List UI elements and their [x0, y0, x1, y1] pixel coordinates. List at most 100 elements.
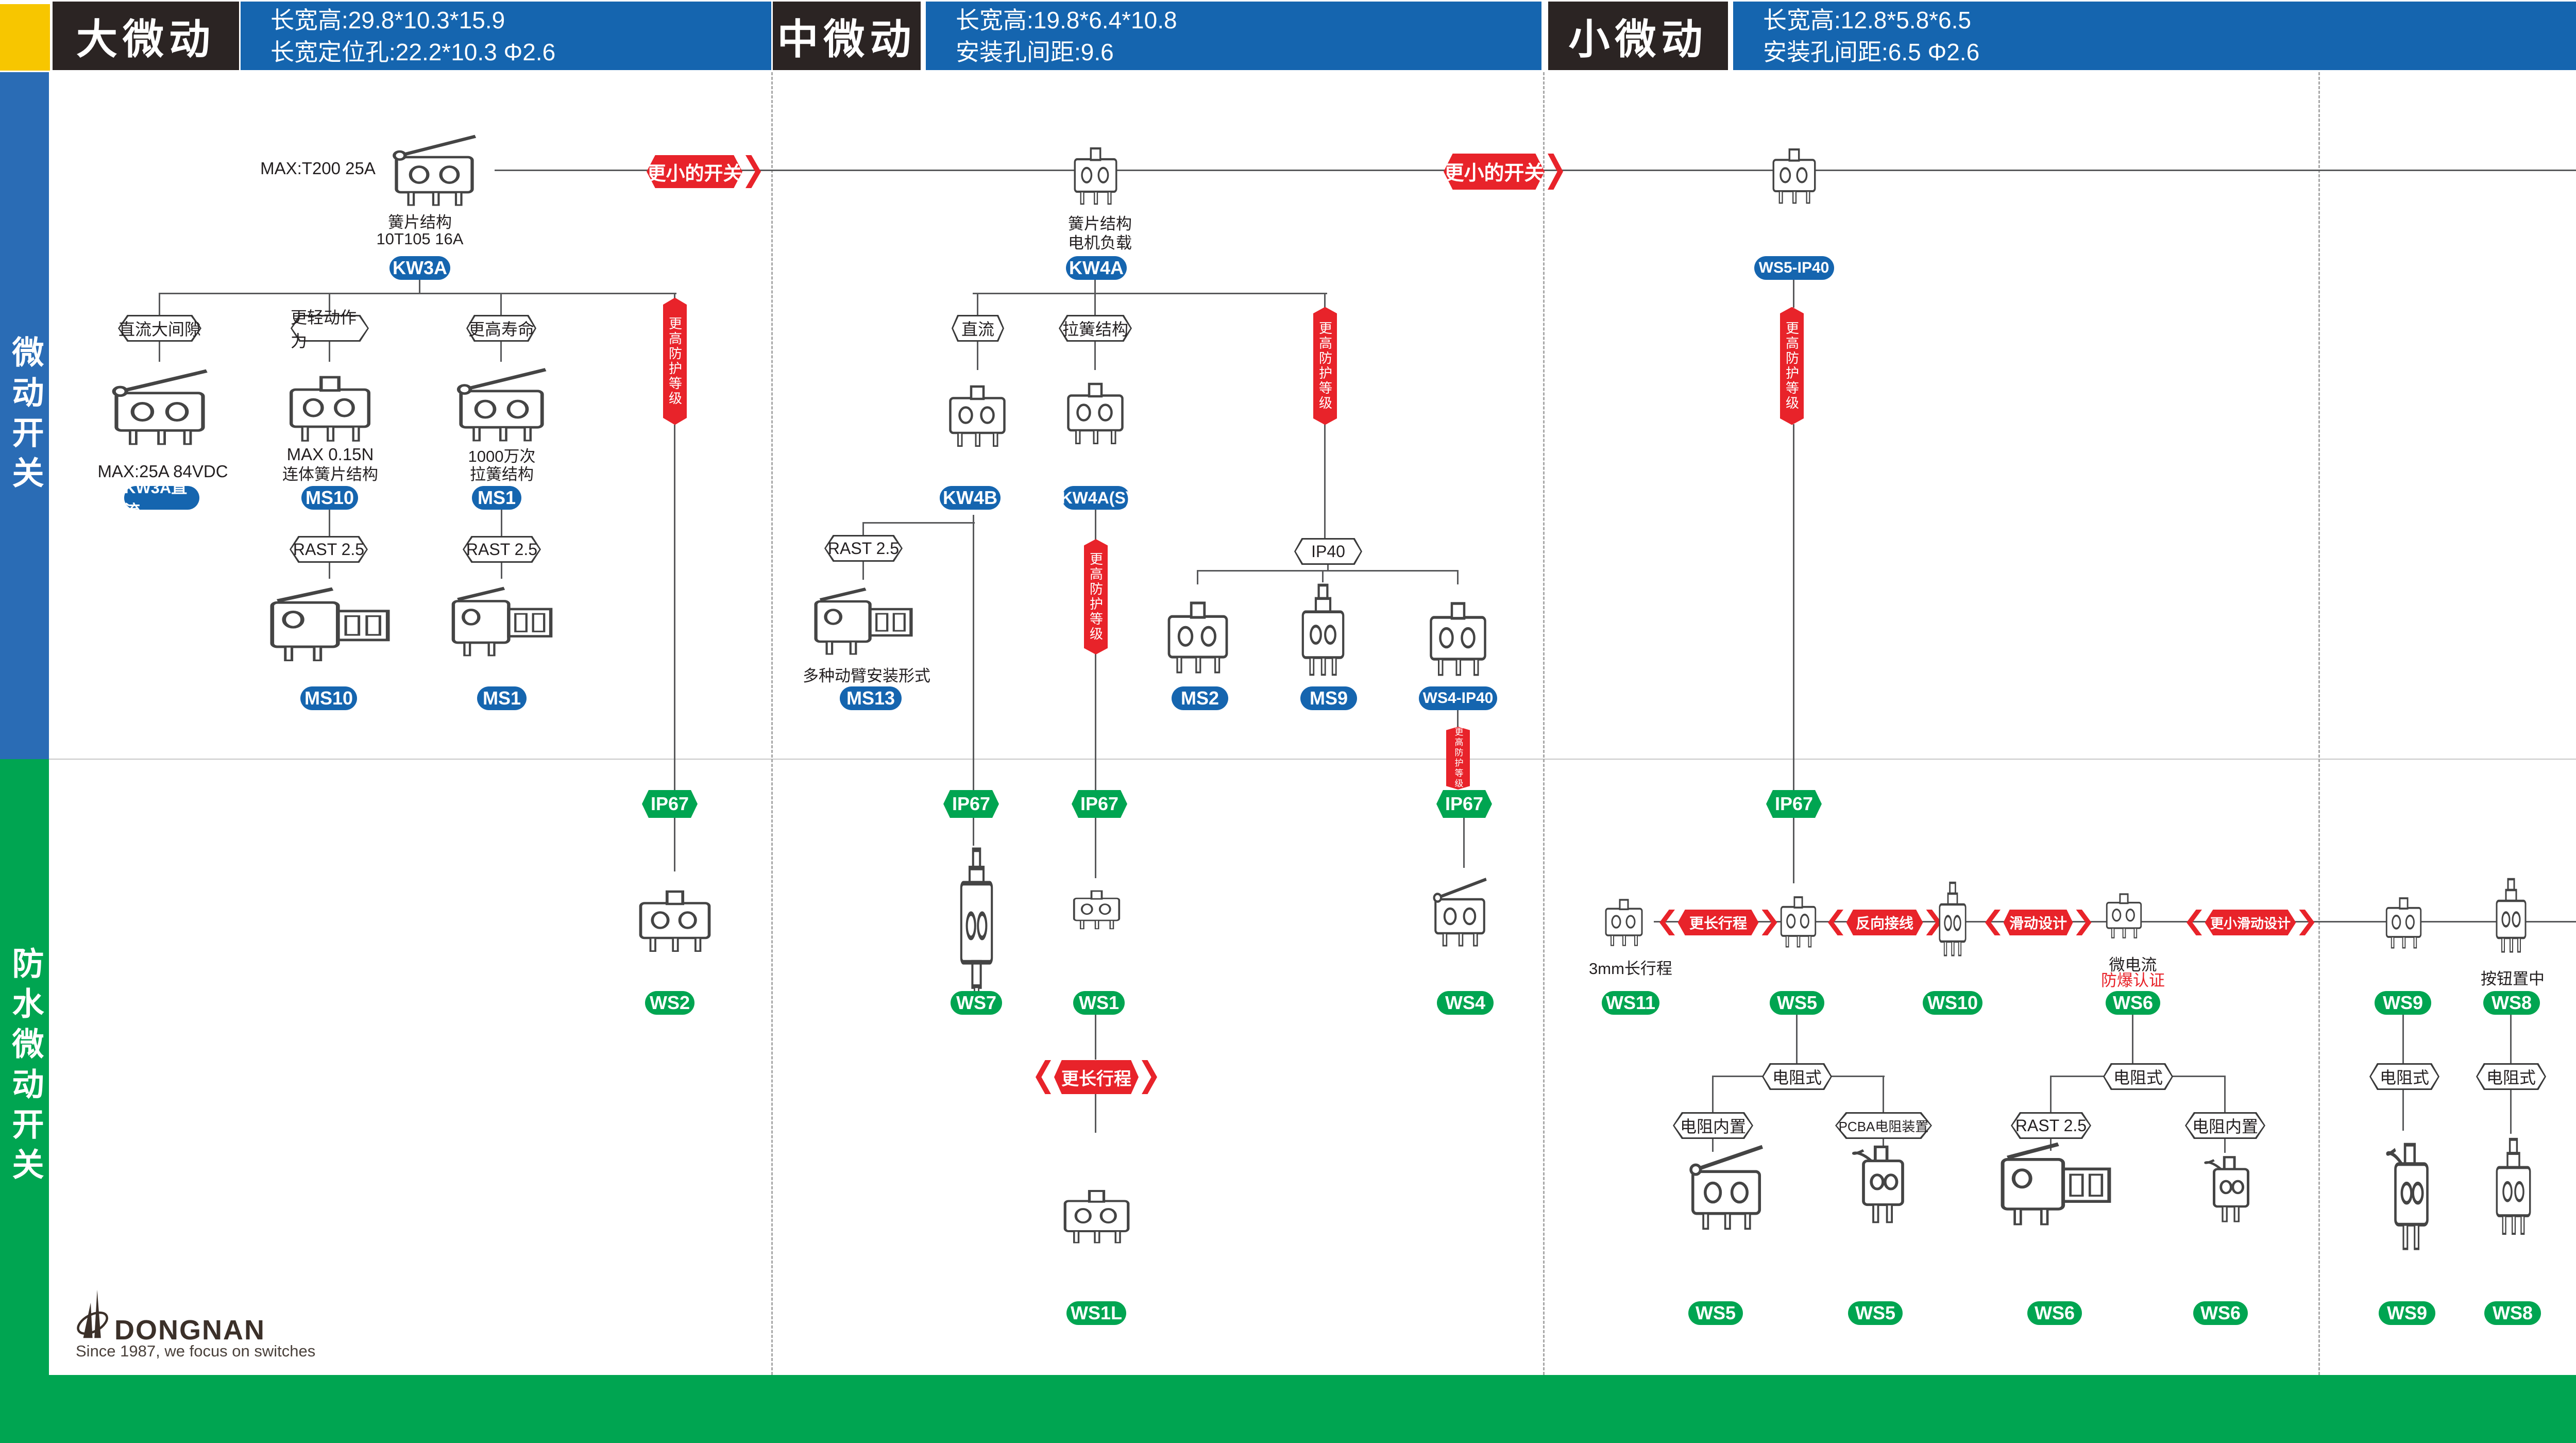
note-ms13-arms: 多种动臂安装形式: [803, 666, 930, 685]
switch-image-ws11: [1605, 898, 1643, 946]
switch-image-ws7: [942, 847, 1011, 999]
switch-image-ws4: [1425, 870, 1495, 947]
pill-ws9-res: WS9: [2379, 1301, 2435, 1325]
connector-line: [2050, 1076, 2052, 1113]
dongnan-tagline: Since 1987, we focus on switches: [76, 1342, 316, 1360]
ribbon-protection-1: 更高防护等级: [663, 297, 687, 425]
note-ws8-button: 按钮置中: [2481, 969, 2545, 988]
hexagon-label: 电阻式: [2113, 1068, 2163, 1087]
pill-ms1: MS1: [472, 486, 521, 510]
header-specs-2: 长宽高:19.8*6.4*10.8 安装孔间距:9.6: [926, 2, 1541, 70]
note-kw3a-struct: 簧片结构: [388, 213, 452, 231]
pill-ws4-ip40: WS4-IP40: [1419, 686, 1497, 710]
hexagon-label: RAST 2.5: [2015, 1116, 2087, 1135]
connector-line: [674, 425, 675, 791]
arrow-smaller-switch-1: 更小的开关: [647, 155, 761, 188]
connector-line: [1197, 570, 1459, 572]
connector-line: [1324, 294, 1326, 308]
note-kw3adc-max: MAX:25A 84VDC: [97, 462, 228, 481]
switch-image-ms9: [1287, 581, 1359, 677]
connector-line: [2050, 1076, 2108, 1077]
dongnan-logo-text: DONGNAN: [114, 1315, 265, 1346]
connector-line: [1094, 294, 1096, 315]
note-kw3a-max: MAX:T200 25A: [260, 159, 376, 178]
switch-image-ms2: [1157, 585, 1239, 675]
pill-ws5: WS5: [1770, 991, 1824, 1015]
hexagon-label: 电阻式: [2486, 1068, 2536, 1087]
connector-line: [1095, 654, 1096, 791]
connector-line: [1322, 570, 1324, 582]
switch-image-ws5ip40: [1765, 136, 1824, 205]
arrow-longer-travel: 更长行程: [1677, 910, 1777, 935]
pill-ms10: MS10: [301, 486, 358, 510]
connector-line: [2224, 1138, 2226, 1153]
connector-line: [1094, 341, 1096, 370]
switch-image-ws4ip40: [1419, 585, 1497, 678]
hexagon-fill: [2371, 1065, 2438, 1088]
note-ws3-struct: 簧片结构: [2502, 967, 2576, 987]
badge-ip67-ws4: IP67: [1436, 790, 1492, 818]
hexagon-fill: [2478, 1065, 2545, 1088]
hexagon-fill: [468, 316, 535, 340]
hexagon-fill: [291, 538, 366, 561]
hexagon-label: 电阻式: [1772, 1068, 1822, 1087]
connector-line: [159, 293, 676, 294]
pill-ms13: MS13: [840, 686, 902, 710]
connector-line: [973, 817, 974, 846]
connector-line: [977, 294, 978, 315]
connector-line: [1883, 1076, 1884, 1113]
connector-line: [1463, 817, 1465, 868]
connector-line: [159, 341, 160, 362]
switch-image-ws10: [1929, 880, 1976, 957]
pill-ws4: WS4: [1437, 991, 1494, 1015]
switch-image-ms10-top: [275, 361, 385, 443]
chevron-left-icon: [1985, 910, 2001, 935]
pill-ws2: WS2: [645, 991, 694, 1015]
pill-ws6-res1: WS6: [2027, 1301, 2082, 1325]
hexagon-label: 拉簧结构: [1062, 320, 1128, 339]
arrow-sliding-design: 滑动设计: [2004, 910, 2092, 935]
hexagon-label: 直流: [961, 320, 994, 339]
connector-line: [1712, 1076, 1714, 1113]
ribbon-protection-4: 更高防护等级: [1446, 727, 1470, 790]
hexagon-fill: [1764, 1065, 1831, 1088]
arrow-badge-body: 更小的开关: [1444, 154, 1545, 190]
switch-image-ws1l: [1052, 1178, 1142, 1245]
hex-resistor-builtin-2: 电阻内置: [2185, 1112, 2265, 1139]
arrow-badge-body: 反向接线: [1846, 910, 1923, 935]
section-divider-line: [49, 759, 2576, 760]
hex-rast25-ms13: RAST 2.5: [824, 535, 903, 562]
connector-line: [862, 561, 864, 580]
hex-long-life: 更高寿命: [466, 315, 536, 342]
note-ms1-cycles: 1000万次: [468, 447, 536, 465]
connector-line: [1793, 279, 1794, 308]
corner-yellow-left: [0, 4, 50, 71]
switch-image-kw4as: [1057, 368, 1134, 446]
connector-line: [159, 294, 160, 315]
pill-ws8-res: WS8: [2484, 1301, 2541, 1325]
connector-line: [1324, 424, 1326, 539]
connector-line: [501, 507, 502, 536]
arrow-badge-body: 更长行程: [1677, 910, 1759, 935]
pill-ws5-res2: WS5: [1848, 1301, 1903, 1325]
sidebar-micro-switch: 微动开关: [0, 72, 49, 759]
connector-line: [500, 294, 502, 315]
chevron-right-icon: [2299, 910, 2315, 935]
hexagon-fill: [953, 316, 1003, 340]
hexagon-fill: [2105, 1065, 2172, 1088]
connector-line: [329, 562, 330, 579]
hex-resistive-ws8: 电阻式: [2476, 1063, 2546, 1090]
chevron-right-icon: [2076, 910, 2092, 935]
note-ms10-struct: 连体簧片结构: [282, 465, 378, 483]
section-separator-1: [771, 72, 773, 1375]
connector-line: [1095, 1094, 1096, 1133]
hex-rast25-ms1: RAST 2.5: [463, 536, 541, 563]
switch-image-ws9: [2385, 897, 2422, 949]
connector-line: [1197, 570, 1198, 584]
header-box-zhong-weidong: 中微动: [773, 2, 921, 70]
connector-line: [419, 279, 420, 294]
arrow-smaller-sliding: 更小滑动设计: [2205, 910, 2315, 935]
hex-resistive-ws6: 电阻式: [2103, 1063, 2173, 1090]
chevron-left-icon: [1828, 910, 1843, 935]
